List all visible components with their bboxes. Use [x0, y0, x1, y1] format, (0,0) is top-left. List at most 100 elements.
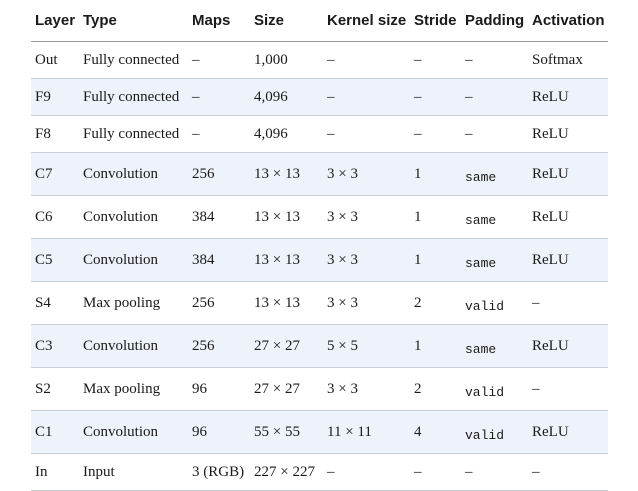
cell-size: 13 × 13 — [250, 152, 323, 196]
cell-layer: C3 — [31, 324, 79, 368]
cell-activation: – — [528, 367, 608, 411]
header-padding: Padding — [461, 0, 528, 42]
cell-layer: S4 — [31, 281, 79, 325]
cell-activation: Softmax — [528, 41, 608, 79]
cell-kernel-size: 5 × 5 — [323, 324, 410, 368]
cell-stride: – — [410, 115, 461, 153]
cell-stride: 4 — [410, 410, 461, 454]
header-stride: Stride — [410, 0, 461, 42]
table-row: F9 Fully connected – 4,096 – – – ReLU — [31, 78, 608, 116]
cell-type: Convolution — [79, 324, 188, 368]
cell-kernel-size: 3 × 3 — [323, 367, 410, 411]
cell-size: 1,000 — [250, 41, 323, 79]
table-row: C7 Convolution 256 13 × 13 3 × 3 1 same … — [31, 152, 608, 196]
cell-padding: – — [461, 41, 528, 79]
table-body: Out Fully connected – 1,000 – – – Softma… — [31, 41, 608, 491]
cell-layer: Out — [31, 41, 79, 79]
cell-maps: 256 — [188, 152, 250, 196]
cell-maps: – — [188, 78, 250, 116]
cell-padding: same — [461, 152, 528, 196]
cell-type: Fully connected — [79, 115, 188, 153]
cell-activation: ReLU — [528, 152, 608, 196]
cell-kernel-size: 3 × 3 — [323, 238, 410, 282]
table-row: S4 Max pooling 256 13 × 13 3 × 3 2 valid… — [31, 281, 608, 325]
table-row: C1 Convolution 96 55 × 55 11 × 11 4 vali… — [31, 410, 608, 454]
header-maps: Maps — [188, 0, 250, 42]
cell-padding: same — [461, 195, 528, 239]
table-row: Out Fully connected – 1,000 – – – Softma… — [31, 41, 608, 79]
cell-padding: – — [461, 453, 528, 491]
cell-layer: In — [31, 453, 79, 491]
cell-activation: – — [528, 281, 608, 325]
cell-stride: – — [410, 453, 461, 491]
header-row: Layer Type Maps Size Kernel size Stride … — [31, 0, 608, 42]
cell-padding: – — [461, 78, 528, 116]
table-header: Layer Type Maps Size Kernel size Stride … — [31, 0, 608, 42]
cell-type: Max pooling — [79, 367, 188, 411]
cell-padding: same — [461, 238, 528, 282]
architecture-table-container: Layer Type Maps Size Kernel size Stride … — [31, 0, 608, 491]
table-row: C6 Convolution 384 13 × 13 3 × 3 1 same … — [31, 195, 608, 239]
cell-activation: ReLU — [528, 78, 608, 116]
cell-size: 4,096 — [250, 115, 323, 153]
cell-layer: F8 — [31, 115, 79, 153]
cell-activation: ReLU — [528, 324, 608, 368]
cell-maps: 384 — [188, 195, 250, 239]
cell-stride: 1 — [410, 195, 461, 239]
cell-maps: 96 — [188, 410, 250, 454]
table-row: F8 Fully connected – 4,096 – – – ReLU — [31, 115, 608, 153]
cell-maps: – — [188, 115, 250, 153]
table-row: C5 Convolution 384 13 × 13 3 × 3 1 same … — [31, 238, 608, 282]
cell-activation: ReLU — [528, 115, 608, 153]
cell-type: Convolution — [79, 152, 188, 196]
header-type: Type — [79, 0, 188, 42]
header-activation: Activation — [528, 0, 608, 42]
cell-padding: valid — [461, 410, 528, 454]
cell-maps: 256 — [188, 324, 250, 368]
cell-size: 13 × 13 — [250, 195, 323, 239]
cell-kernel-size: 3 × 3 — [323, 152, 410, 196]
cell-type: Fully connected — [79, 78, 188, 116]
cell-stride: 1 — [410, 324, 461, 368]
cell-activation: ReLU — [528, 238, 608, 282]
cell-activation: ReLU — [528, 410, 608, 454]
cell-kernel-size: – — [323, 115, 410, 153]
cell-maps: 3 (RGB) — [188, 453, 250, 491]
cell-maps: 256 — [188, 281, 250, 325]
cell-size: 227 × 227 — [250, 453, 323, 491]
cell-activation: – — [528, 453, 608, 491]
cell-kernel-size: 11 × 11 — [323, 410, 410, 454]
cell-padding: – — [461, 115, 528, 153]
cell-layer: C1 — [31, 410, 79, 454]
cell-size: 55 × 55 — [250, 410, 323, 454]
cell-stride: – — [410, 78, 461, 116]
cell-kernel-size: 3 × 3 — [323, 195, 410, 239]
cell-layer: C5 — [31, 238, 79, 282]
cell-size: 27 × 27 — [250, 324, 323, 368]
cell-padding: same — [461, 324, 528, 368]
cell-type: Input — [79, 453, 188, 491]
cell-layer: C6 — [31, 195, 79, 239]
cell-stride: 2 — [410, 367, 461, 411]
cell-layer: F9 — [31, 78, 79, 116]
cell-type: Convolution — [79, 195, 188, 239]
cell-kernel-size: – — [323, 453, 410, 491]
cell-layer: C7 — [31, 152, 79, 196]
header-layer: Layer — [31, 0, 79, 42]
header-kernel-size: Kernel size — [323, 0, 410, 42]
cell-stride: 1 — [410, 238, 461, 282]
cell-type: Convolution — [79, 238, 188, 282]
cell-layer: S2 — [31, 367, 79, 411]
cell-size: 13 × 13 — [250, 281, 323, 325]
cell-stride: – — [410, 41, 461, 79]
cell-maps: 384 — [188, 238, 250, 282]
cell-stride: 1 — [410, 152, 461, 196]
header-size: Size — [250, 0, 323, 42]
cell-size: 13 × 13 — [250, 238, 323, 282]
cell-maps: – — [188, 41, 250, 79]
cell-size: 4,096 — [250, 78, 323, 116]
cell-padding: valid — [461, 367, 528, 411]
cell-stride: 2 — [410, 281, 461, 325]
cell-type: Max pooling — [79, 281, 188, 325]
cell-kernel-size: 3 × 3 — [323, 281, 410, 325]
